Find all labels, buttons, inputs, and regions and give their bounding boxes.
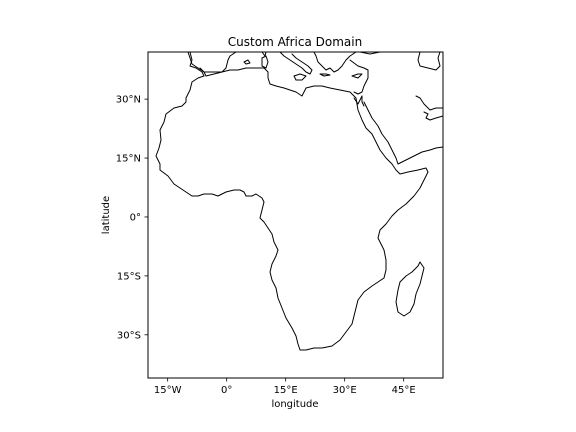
africa-coastline <box>155 52 429 351</box>
y-axis-ticks: 30°N 15°N 0° 15°S 30°S <box>116 95 148 341</box>
y-tick-label: 0° <box>130 212 141 223</box>
y-tick-label: 30°S <box>117 330 141 341</box>
map-background <box>148 52 443 378</box>
y-tick-label: 15°N <box>116 154 141 165</box>
sinai-coastline <box>353 95 365 107</box>
madagascar-coastline <box>395 261 425 317</box>
iberia-coastline <box>187 52 237 73</box>
caspian-coastline <box>417 52 441 71</box>
map-frame <box>147 51 444 379</box>
x-axis-label: longitude <box>271 399 318 410</box>
blacksea-coastline <box>359 52 381 55</box>
levant-coastline <box>349 59 369 95</box>
y-tick-label: 30°N <box>116 95 141 106</box>
greece-coastline <box>313 52 357 73</box>
x-axis-ticks: 15°W 0° 15°E 30°E 45°E <box>154 378 416 396</box>
map-title: Custom Africa Domain <box>228 35 362 49</box>
sicily-coastline <box>293 73 307 81</box>
x-tick-label: 0° <box>221 385 232 396</box>
corsica-coastline <box>261 52 267 57</box>
crete-coastline <box>319 73 331 77</box>
x-tick-label: 30°E <box>333 385 357 396</box>
y-axis-label: latitude <box>101 196 112 234</box>
x-tick-label: 15°E <box>274 385 298 396</box>
balearic-coastline <box>243 59 251 65</box>
y-tick-label: 15°S <box>117 271 141 282</box>
map-axes <box>147 51 444 379</box>
x-tick-label: 15°W <box>154 385 182 396</box>
coastlines <box>155 52 443 351</box>
arabia-coastline <box>363 101 443 165</box>
x-tick-label: 45°E <box>392 385 416 396</box>
italy-coastline <box>279 52 313 75</box>
gulf-coastline <box>415 95 443 121</box>
cyprus-coastline <box>351 73 363 79</box>
